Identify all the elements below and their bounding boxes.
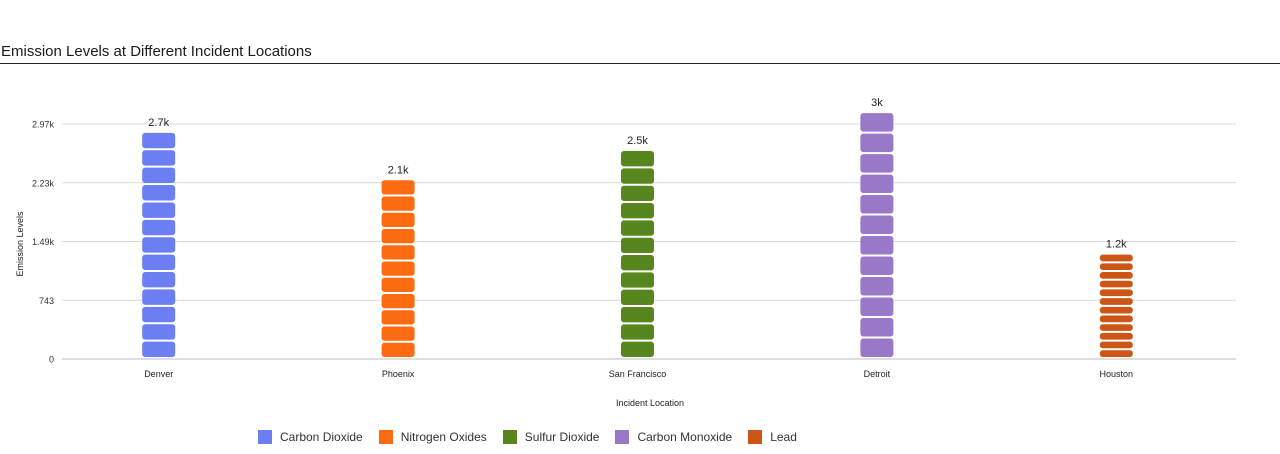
- bar-segment-houston: [1099, 263, 1133, 271]
- legend-swatch: [615, 430, 630, 444]
- legend-item[interactable]: Carbon Monoxide: [615, 430, 732, 444]
- y-tick-label: 743: [39, 296, 54, 306]
- x-tick-label: San Francisco: [609, 369, 667, 379]
- bar-segment-san-francisco: [621, 220, 654, 236]
- bar-segment-san-francisco: [621, 203, 654, 219]
- bar-segment-san-francisco: [621, 307, 654, 323]
- legend-item[interactable]: Lead: [748, 430, 797, 444]
- legend-swatch: [378, 430, 393, 444]
- bar-segment-denver: [142, 254, 176, 271]
- bar-segment-denver: [142, 202, 176, 218]
- bar-segment-san-francisco: [621, 255, 654, 271]
- bar-segment-denver: [142, 272, 176, 288]
- bar-segment-houston: [1099, 298, 1133, 305]
- bar-segment-denver: [142, 132, 176, 149]
- bar-segment-phoenix: [381, 229, 415, 244]
- y-tick-label: 2.23k: [32, 178, 55, 188]
- bar-segment-detroit: [860, 297, 894, 317]
- bar-segment-phoenix: [381, 261, 415, 276]
- bar-segment-san-francisco: [621, 151, 654, 167]
- bar-segment-detroit: [860, 318, 894, 337]
- bar-segment-denver: [142, 324, 176, 340]
- bar-segment-san-francisco: [621, 272, 654, 288]
- bar-segment-houston: [1099, 350, 1133, 357]
- bar-segment-san-francisco: [621, 185, 654, 202]
- x-tick-label: Detroit: [864, 369, 891, 379]
- data-label: 1.2k: [1106, 239, 1127, 251]
- y-tick-label: 0: [49, 355, 54, 365]
- bar-segment-phoenix: [381, 342, 415, 357]
- bar-segment-phoenix: [381, 180, 415, 195]
- bar-segment-houston: [1099, 280, 1133, 288]
- bar-segment-houston: [1099, 254, 1133, 262]
- x-axis-title: Incident Location: [616, 398, 684, 408]
- bar-segment-phoenix: [381, 294, 415, 309]
- bar-segment-san-francisco: [621, 237, 654, 254]
- bar-segment-detroit: [860, 256, 894, 276]
- bar-segment-detroit: [860, 236, 894, 255]
- bar-segment-denver: [142, 237, 176, 253]
- bar-segment-denver: [142, 306, 176, 323]
- bar-segment-houston: [1099, 289, 1133, 297]
- legend-item[interactable]: Carbon Dioxide: [258, 430, 363, 444]
- y-tick-label: 2.97k: [32, 120, 55, 130]
- bar-segment-denver: [142, 167, 176, 184]
- bar-segment-houston: [1099, 341, 1133, 349]
- bar-segment-detroit: [860, 133, 894, 153]
- x-tick-label: Denver: [144, 369, 173, 379]
- bar-segment-phoenix: [381, 277, 415, 293]
- bar-segment-phoenix: [381, 245, 415, 260]
- data-label: 2.7k: [148, 117, 169, 129]
- bar-segment-denver: [142, 185, 176, 201]
- bar-segment-houston: [1099, 324, 1133, 331]
- x-tick-label: Houston: [1100, 369, 1134, 379]
- bar-segment-denver: [142, 289, 176, 305]
- legend-swatch: [258, 430, 272, 444]
- chart-title: Emission Levels at Different Incident Lo…: [1, 43, 312, 60]
- bar-segment-san-francisco: [621, 168, 654, 184]
- bar-segment-detroit: [860, 174, 894, 194]
- data-label: 2.1k: [388, 164, 409, 176]
- bar-segment-detroit: [860, 215, 894, 235]
- bar-segment-detroit: [860, 277, 894, 296]
- y-tick-label: 1.49k: [32, 237, 55, 247]
- bar-segment-houston: [1099, 332, 1133, 340]
- legend-label: Sulfur Dioxide: [524, 430, 600, 444]
- legend-swatch: [502, 430, 517, 444]
- bar-segment-san-francisco: [621, 324, 654, 340]
- legend-label: Carbon Monoxide: [637, 430, 733, 444]
- bar-segment-detroit: [860, 338, 894, 357]
- title-divider: [0, 63, 1280, 64]
- bar-segment-denver: [142, 219, 176, 236]
- y-axis-title: Emission Levels: [15, 211, 25, 277]
- bar-segment-san-francisco: [621, 289, 654, 306]
- bar-segment-phoenix: [381, 196, 415, 211]
- chart-legend: Carbon Dioxide Nitrogen Oxides Sulfur Diox…: [258, 430, 813, 444]
- x-tick-label: Phoenix: [382, 369, 415, 379]
- bar-segment-denver: [142, 341, 176, 357]
- legend-label: Carbon Dioxide: [280, 430, 363, 444]
- bar-segment-houston: [1099, 272, 1133, 279]
- data-label: 2.5k: [627, 135, 648, 147]
- data-label: 3k: [871, 97, 883, 109]
- bar-segment-phoenix: [381, 326, 415, 341]
- bar-segment-detroit: [860, 195, 894, 214]
- legend-swatch: [748, 430, 763, 444]
- bar-segment-phoenix: [381, 212, 415, 228]
- legend-label: Nitrogen Oxides: [400, 430, 487, 444]
- legend-item[interactable]: Sulfur Dioxide: [502, 430, 600, 444]
- bar-segment-denver: [142, 150, 176, 166]
- legend-label: Lead: [770, 430, 797, 444]
- bar-segment-detroit: [860, 154, 894, 173]
- bar-segment-detroit: [860, 113, 894, 132]
- bar-segment-san-francisco: [621, 341, 654, 357]
- bar-segment-phoenix: [381, 310, 415, 325]
- legend-item[interactable]: Nitrogen Oxides: [378, 430, 487, 444]
- bar-chart: 0 743 1.49k 2.23k 2.97k Emission Levels Incide…: [15, 97, 1236, 408]
- bar-segment-houston: [1099, 315, 1133, 323]
- bar-segment-houston: [1099, 306, 1133, 314]
